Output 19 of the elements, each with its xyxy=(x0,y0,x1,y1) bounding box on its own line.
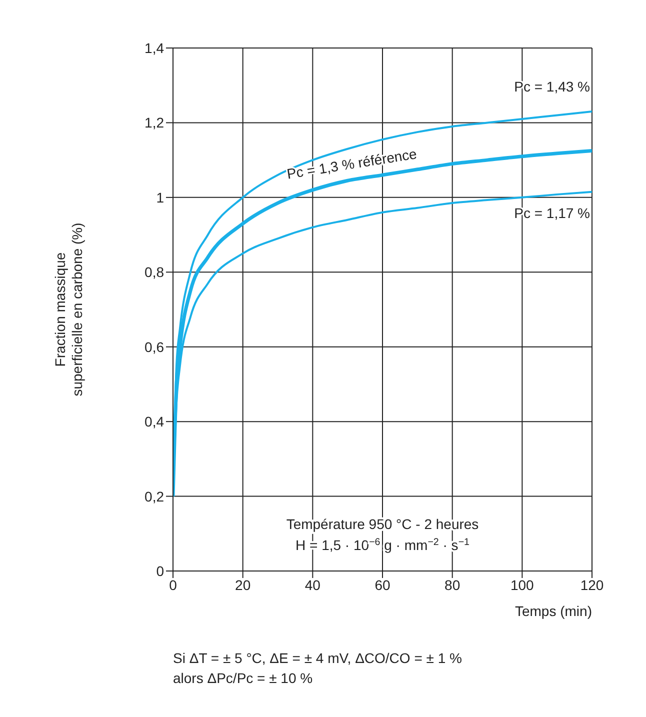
y-tick-label: 1,4 xyxy=(144,40,164,56)
y-axis-title: Fraction massique superficielle en carbone (%) xyxy=(52,222,85,396)
x-tick-label: 100 xyxy=(510,576,534,593)
y-tick-label: 0,6 xyxy=(144,338,164,355)
x-tick-label: 0 xyxy=(169,576,178,593)
x-tick-label: 60 xyxy=(374,576,390,593)
y-tick-label: 1 xyxy=(156,189,164,206)
y-tick-label: 0,8 xyxy=(144,264,164,280)
text: Si ΔT = ± 5 °C, ΔE = ± 4 mV, ΔCO/CO = ± 1 % xyxy=(173,649,463,668)
x-tick-label: 20 xyxy=(235,576,251,593)
y-tick-label: 0 xyxy=(156,562,164,579)
text: alors ΔPc/Pc = ± 10 % xyxy=(173,669,314,688)
x-tick-label: 80 xyxy=(444,576,460,593)
y-tick-label: 0,2 xyxy=(144,488,164,504)
y-tick-label: 0,4 xyxy=(144,414,164,430)
x-tick-label: 120 xyxy=(580,576,604,593)
x-tick-label: 40 xyxy=(304,576,321,593)
x-axis-title: Temps (min) xyxy=(514,603,592,619)
y-tick-label: 1,2 xyxy=(144,114,164,131)
